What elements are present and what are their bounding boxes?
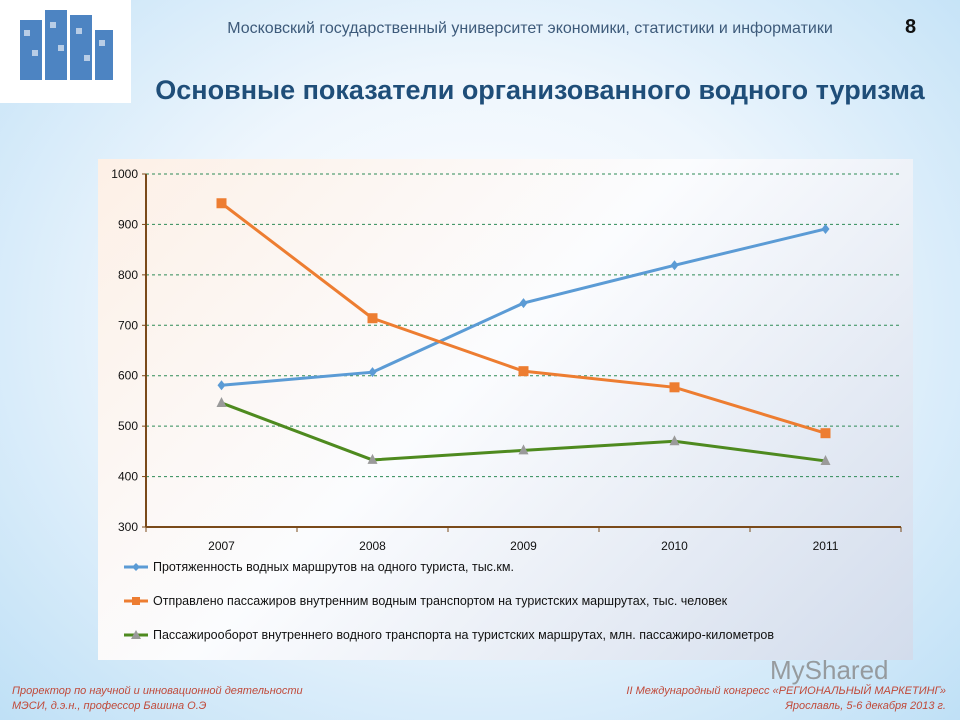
footer-right-line1: II Международный конгресс «РЕГИОНАЛЬНЫЙ … (626, 685, 946, 697)
x-tick-label: 2007 (208, 539, 235, 553)
data-point (367, 453, 378, 464)
y-tick-label: 500 (118, 419, 138, 433)
data-point (217, 380, 226, 391)
data-point (216, 396, 227, 407)
legend-item-2: Отправлено пассажиров внутренним водным … (124, 594, 727, 608)
legend-label-1: Протяженность водных маршрутов на одного… (153, 560, 514, 574)
x-tick-label: 2009 (510, 539, 537, 553)
data-point (216, 198, 227, 209)
data-point (820, 454, 831, 465)
data-point (518, 444, 529, 455)
x-tick-label: 2008 (359, 539, 386, 553)
data-point (519, 298, 528, 309)
x-tick-label: 2010 (661, 539, 688, 553)
legend-label-3: Пассажирооборот внутреннего водного тран… (153, 628, 775, 642)
footer-right: II Международный конгресс «РЕГИОНАЛЬНЫЙ … (626, 684, 946, 714)
line-chart: 300 400 500 600 700 800 900 1000 2007 2008 2009 201… (111, 167, 902, 553)
slide-title: Основные показатели организованного водн… (155, 75, 925, 105)
y-tick-label: 300 (118, 520, 138, 534)
watermark: MyShared (770, 655, 889, 685)
chart-area: 300 400 500 600 700 800 900 1000 2007 2008 2009 201… (98, 159, 913, 660)
legend-item-3: Пассажирооборот внутреннего водного тран… (124, 628, 774, 642)
data-point (820, 428, 831, 439)
data-point (518, 366, 529, 377)
y-tick-label: 1000 (111, 167, 138, 181)
legend-item-1: Протяженность водных маршрутов на одного… (124, 560, 514, 574)
data-point (367, 313, 378, 324)
university-name: Московский государственный университет э… (227, 20, 833, 37)
y-tick-label: 900 (118, 217, 138, 231)
y-tick-label: 700 (118, 318, 138, 332)
footer-left-line1: Проректор по научной и инновационной дея… (12, 685, 303, 697)
y-tick-label: 400 (118, 470, 138, 484)
x-tick-label: 2011 (813, 539, 839, 553)
legend-label-2: Отправлено пассажиров внутренним водным … (153, 594, 728, 608)
page-number: 8 (905, 16, 917, 38)
series-line-2 (220, 202, 826, 435)
data-point (821, 223, 830, 234)
footer-left: Проректор по научной и инновационной дея… (12, 684, 303, 714)
y-tick-label: 800 (118, 268, 138, 282)
university-logo (0, 0, 131, 103)
data-point (368, 367, 377, 378)
footer-right-line2: Ярославль, 5-6 декабря 2013 г. (785, 700, 946, 712)
footer-left-line2: МЭСИ, д.э.н., профессор Башина О.Э (12, 700, 207, 712)
y-tick-label: 600 (118, 369, 138, 383)
data-point (670, 260, 679, 271)
data-point (669, 435, 680, 446)
data-point (669, 382, 680, 393)
